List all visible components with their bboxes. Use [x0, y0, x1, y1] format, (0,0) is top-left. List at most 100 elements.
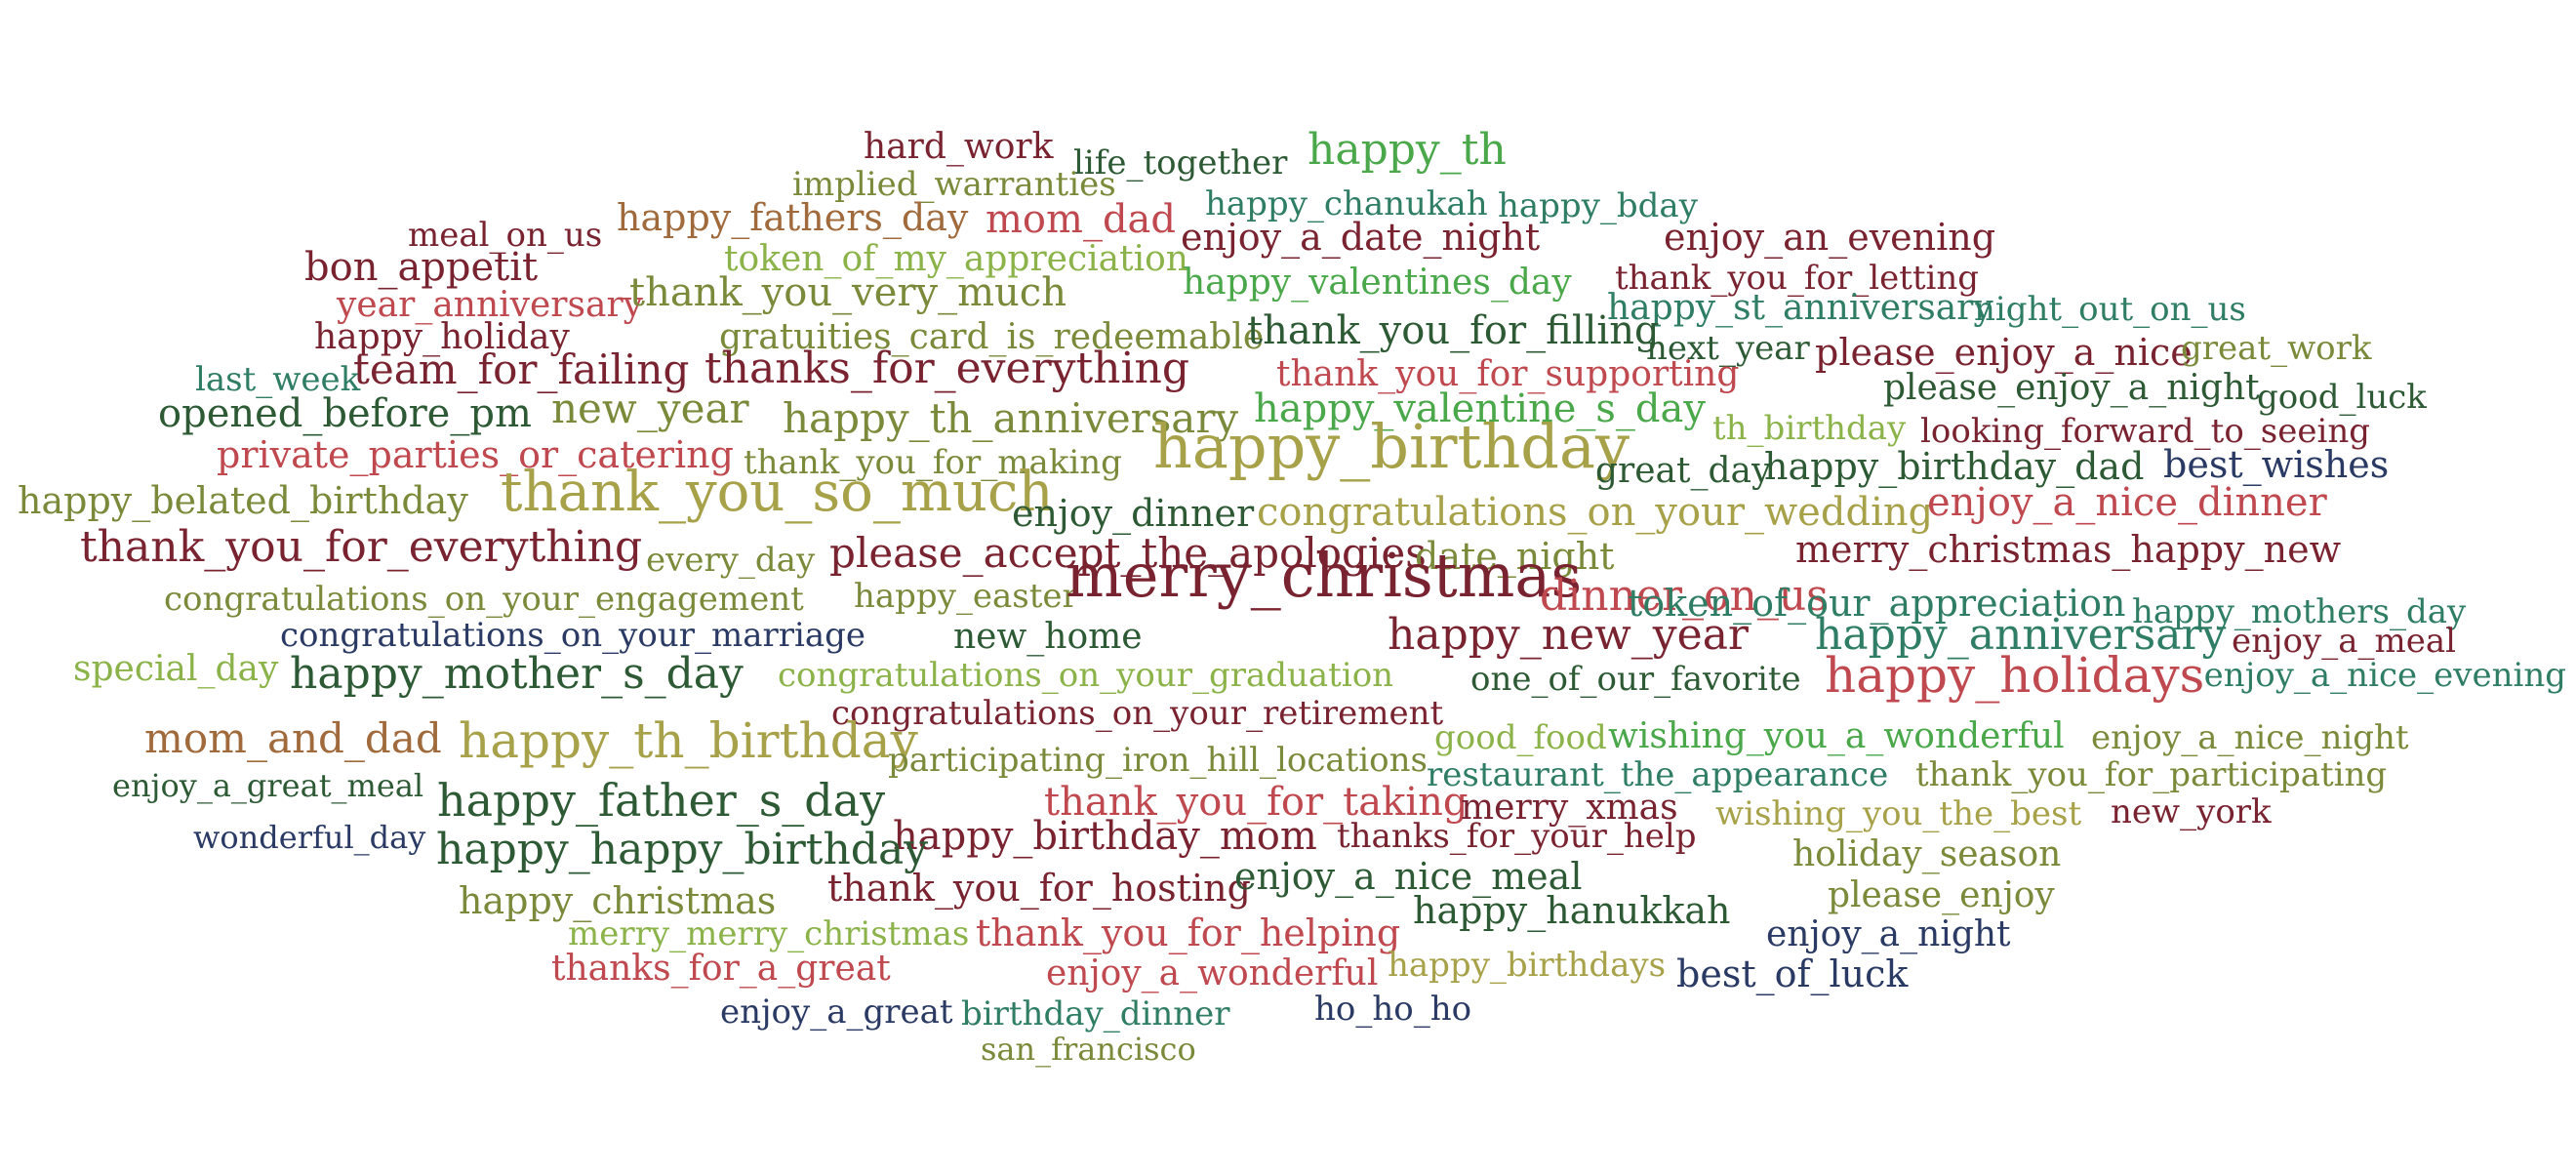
cloud-word: bon_appetit [304, 245, 539, 291]
cloud-word: happy_holiday [314, 317, 570, 358]
cloud-word: thank_you_for_everything [80, 521, 643, 572]
cloud-word: great_work [2181, 329, 2372, 369]
cloud-word: every_day [646, 541, 816, 581]
cloud-word: th_birthday [1712, 409, 1907, 449]
cloud-word: mom_dad [986, 197, 1176, 243]
cloud-word: san_francisco [981, 1030, 1196, 1068]
cloud-word: please_enjoy [1828, 875, 2055, 916]
cloud-word: team_for_failing [353, 344, 690, 393]
cloud-word: thank_you_for_taking [1044, 780, 1469, 826]
cloud-word: enjoy_a_great_meal [112, 766, 424, 804]
cloud-word: enjoy_a_nice_meal [1234, 854, 1583, 898]
cloud-word: happy_mothers_day [2132, 592, 2467, 632]
cloud-word: thanks_for_your_help [1337, 817, 1697, 857]
cloud-word: night_out_on_us [1974, 290, 2246, 330]
cloud-word: hard_work [864, 127, 1054, 168]
cloud-word: thank_you_for_filling [1247, 308, 1660, 354]
cloud-word: holiday_season [1792, 834, 2062, 875]
cloud-word: best_of_luck [1676, 952, 1909, 995]
cloud-word: implied_warranties [792, 165, 1116, 205]
cloud-word: thank_you_for_letting [1615, 259, 1980, 299]
cloud-word: enjoy_a_meal [2232, 622, 2457, 662]
cloud-word: best_wishes [2163, 442, 2390, 486]
cloud-word: happy_happy_birthday [436, 824, 929, 874]
cloud-word: happy_chanukah [1205, 184, 1488, 224]
cloud-word: new_york [2111, 792, 2272, 832]
cloud-word: wishing_you_the_best [1715, 794, 2082, 834]
cloud-word: special_day [73, 649, 279, 690]
cloud-word: congratulations_on_your_wedding [1257, 490, 1934, 536]
cloud-word: happy_mother_s_day [290, 648, 744, 699]
cloud-word: mom_and_dad [144, 713, 442, 762]
cloud-word: token_of_our_appreciation [1628, 581, 2126, 625]
cloud-word: date_night [1415, 534, 1615, 578]
cloud-word: wonderful_day [193, 818, 426, 856]
cloud-word: happy_birthday_dad [1764, 444, 2145, 488]
cloud-word: enjoy_a_great [720, 993, 953, 1033]
cloud-word: merry_merry_christmas [568, 914, 970, 954]
cloud-word: opened_before_pm [158, 391, 532, 437]
cloud-word: enjoy_a_nice_evening [2203, 656, 2566, 696]
cloud-word: congratulations_on_your_graduation [778, 656, 1394, 696]
cloud-word: thanks_for_everything [704, 343, 1190, 393]
cloud-word: happy_belated_birthday [18, 478, 468, 522]
cloud-word: private_parties_or_catering [217, 432, 734, 476]
cloud-word: happy_birthday_mom [893, 814, 1317, 860]
cloud-word: good_luck [2257, 378, 2427, 418]
cloud-word: happy_birthday [1153, 411, 1630, 483]
cloud-word: enjoy_a_wonderful [1046, 953, 1379, 994]
cloud-word: happy_birthdays [1388, 946, 1667, 986]
cloud-word: dinner_on_us [1540, 570, 1829, 621]
cloud-word: happy_bday [1498, 186, 1698, 226]
cloud-word: happy_holidays [1825, 647, 2205, 704]
cloud-word: happy_fathers_day [617, 195, 969, 239]
cloud-word: thank_you_very_much [629, 270, 1067, 316]
cloud-word: life_together [1073, 143, 1288, 183]
cloud-word: enjoy_a_nice_night [2091, 718, 2409, 758]
cloud-word: thank_you_for_hosting [827, 866, 1251, 910]
cloud-word: new_home [953, 617, 1143, 658]
cloud-word: enjoy_a_night [1766, 914, 2011, 955]
cloud-word: meal_on_us [408, 216, 603, 256]
cloud-word: happy_father_s_day [437, 774, 886, 828]
cloud-word: great_day [1595, 451, 1772, 492]
cloud-word: happy_easter [854, 577, 1078, 617]
cloud-word: new_year [551, 384, 749, 432]
cloud-word: token_of_my_appreciation [724, 239, 1188, 280]
cloud-word: happy_christmas [459, 878, 777, 922]
cloud-word: happy_hanukkah [1413, 888, 1731, 932]
cloud-word: birthday_dinner [961, 994, 1230, 1034]
cloud-word: please_accept_the_apologies [829, 528, 1427, 577]
cloud-word: happy_valentine_s_day [1254, 386, 1706, 432]
cloud-word: year_anniversary [337, 285, 643, 326]
cloud-word: merry_christmas [1066, 540, 1583, 612]
cloud-word: happy_new_year [1388, 609, 1749, 660]
cloud-word: looking_forward_to_seeing [1920, 412, 2371, 452]
cloud-word: thank_you_for_making [744, 443, 1122, 483]
cloud-word: enjoy_dinner [1012, 491, 1255, 535]
cloud-word: gratuities_card_is_redeemable [719, 317, 1265, 358]
cloud-word: enjoy_a_date_night [1181, 215, 1541, 259]
cloud-word: happy_th [1308, 124, 1507, 175]
cloud-word: happy_anniversary [1815, 609, 2227, 660]
cloud-word: congratulations_on_your_marriage [280, 616, 865, 656]
cloud-word: last_week [195, 360, 361, 400]
cloud-word: enjoy_a_nice_dinner [1927, 480, 2327, 526]
cloud-word: happy_th_birthday [459, 712, 918, 769]
cloud-word: happy_valentines_day [1183, 263, 1572, 304]
cloud-word: good_food [1434, 718, 1607, 758]
cloud-word: enjoy_an_evening [1664, 215, 1996, 259]
cloud-word: thank_you_so_much [501, 461, 1054, 525]
cloud-word: next_year [1646, 329, 1810, 369]
cloud-word: one_of_our_favorite [1470, 660, 1801, 700]
cloud-word: congratulations_on_your_engagement [164, 580, 804, 620]
cloud-word: participating_iron_hill_locations [888, 741, 1428, 781]
cloud-word: thanks_for_a_great [551, 949, 891, 990]
cloud-word: please_enjoy_a_nice [1815, 330, 2193, 374]
cloud-word: merry_xmas [1461, 788, 1678, 829]
cloud-word: thank_you_for_participating [1915, 755, 2388, 795]
cloud-word: happy_th_anniversary [783, 393, 1239, 442]
cloud-word: merry_christmas_happy_new [1795, 527, 2342, 571]
cloud-word: wishing_you_a_wonderful [1608, 716, 2065, 757]
